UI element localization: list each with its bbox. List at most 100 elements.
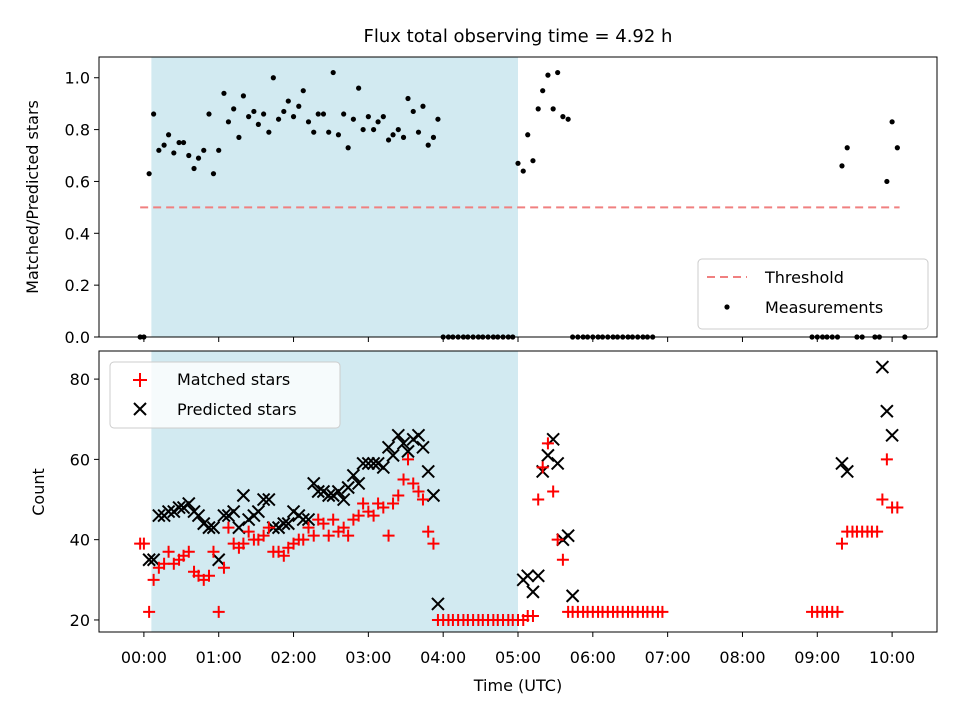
matched-star-marker: [556, 553, 569, 566]
matched-star-marker: [416, 493, 429, 506]
measurement-point: [844, 145, 850, 151]
matched-star-marker: [327, 513, 340, 526]
legend-predicted-swatch: [133, 402, 147, 416]
matched-star-marker: [242, 525, 255, 538]
x-tick-label: 03:00: [345, 648, 391, 667]
predicted-star-marker: [142, 553, 156, 567]
measurement-point: [326, 129, 332, 135]
predicted-star-marker: [351, 476, 366, 491]
measurement-point: [261, 111, 267, 117]
measurement-point: [305, 119, 312, 125]
predicted-star-marker: [191, 508, 206, 523]
measurement-point: [290, 114, 297, 120]
measurement-point: [210, 171, 217, 177]
predicted-star-marker: [840, 464, 854, 479]
measurement-point: [275, 116, 282, 122]
measurement-point: [565, 116, 571, 122]
predicted-star-marker: [411, 428, 426, 443]
legend-predicted-label: Predicted stars: [177, 400, 297, 419]
matched-star-marker: [307, 529, 320, 542]
measurement-point: [330, 69, 336, 76]
matched-star-marker: [427, 537, 440, 550]
measurement-point: [296, 103, 302, 109]
matched-star-marker: [422, 525, 435, 538]
measurement-point: [216, 147, 222, 153]
top-y-tick-label: 0.2: [65, 276, 90, 295]
x-tick-label: 02:00: [270, 648, 316, 667]
x-axis-label: Time (UTC): [473, 676, 562, 695]
matched-star-marker: [222, 521, 235, 534]
matched-star-marker: [382, 529, 395, 542]
matched-star-marker: [302, 521, 315, 534]
matched-star-marker: [402, 453, 415, 466]
matched-star-marker: [277, 549, 290, 562]
predicted-star-marker: [277, 516, 291, 531]
measurement-point: [191, 165, 197, 172]
measurement-point: [146, 171, 152, 177]
top-y-tick-label: 0.0: [65, 328, 90, 347]
top-x-ticks: [143, 337, 893, 342]
measurement-point: [180, 139, 187, 146]
predicted-star-marker: [172, 500, 186, 515]
measurement-point: [335, 132, 342, 138]
measurement-point: [360, 126, 366, 133]
measurement-point: [311, 129, 317, 135]
predicted-star-marker: [421, 464, 435, 479]
matched-star-marker: [397, 473, 410, 486]
predicted-star-marker: [146, 553, 161, 567]
bottom-y-tick-label: 20: [70, 611, 90, 630]
matched-star-marker: [392, 489, 405, 502]
measurement-point: [535, 106, 541, 112]
predicted-star-marker: [251, 504, 266, 519]
bottom-legend: Matched stars Predicted stars: [109, 361, 341, 429]
predicted-star-marker: [346, 468, 361, 483]
top-legend: Threshold Measurements: [697, 258, 929, 330]
matched-star-marker: [182, 545, 195, 558]
bottom-axes-frame: [98, 350, 938, 633]
legend-measurements-swatch: [724, 304, 730, 310]
predicted-star-marker: [341, 480, 355, 495]
predicted-star-marker: [202, 520, 216, 535]
measurement-point: [350, 116, 356, 122]
matched-star-marker: [297, 533, 310, 546]
x-tick-label: 07:00: [645, 648, 691, 667]
predicted-star-marker: [301, 512, 316, 527]
matched-star-marker: [387, 497, 400, 510]
matched-star-marker: [880, 453, 893, 466]
predicted-star-marker: [307, 476, 321, 491]
x-tick-label: 08:00: [719, 648, 765, 667]
predicted-star-marker: [531, 569, 545, 583]
legend-measurements-label: Measurements: [765, 298, 883, 317]
measurement-point: [400, 134, 407, 140]
predicted-star-marker: [321, 488, 336, 503]
measurement-point: [405, 95, 411, 102]
measurement-point: [195, 155, 202, 161]
bottom-y-ticks: 20 40 60 80: [70, 370, 99, 630]
measurement-point: [255, 121, 261, 128]
predicted-star-marker: [386, 448, 400, 463]
measurement-point: [315, 111, 321, 117]
top-y-tick-label: 0.8: [65, 121, 90, 140]
matched-star-marker: [536, 461, 549, 474]
x-tick-label: 06:00: [570, 648, 616, 667]
measurement-point: [161, 142, 167, 148]
measurement-point: [246, 114, 252, 120]
predicted-star-marker: [356, 456, 370, 471]
measurement-point: [236, 134, 242, 140]
predicted-star-marker: [401, 444, 415, 459]
matched-star-marker: [257, 529, 270, 542]
matched-star-marker: [207, 545, 220, 558]
predicted-star-marker: [550, 456, 565, 471]
matched-star-marker: [876, 493, 889, 506]
matched-star-marker: [377, 501, 390, 514]
top-y-tick-label: 1.0: [65, 69, 90, 88]
measurement-point: [171, 150, 177, 156]
predicted-star-marker: [391, 428, 405, 443]
x-tick-label: 10:00: [869, 648, 915, 667]
matched-stars-markers: [134, 437, 904, 626]
matched-star-marker: [835, 537, 848, 550]
matched-star-marker: [317, 517, 330, 530]
top-legend-box: [697, 258, 929, 330]
figure-title: Flux total observing time = 4.92 h: [364, 26, 673, 47]
